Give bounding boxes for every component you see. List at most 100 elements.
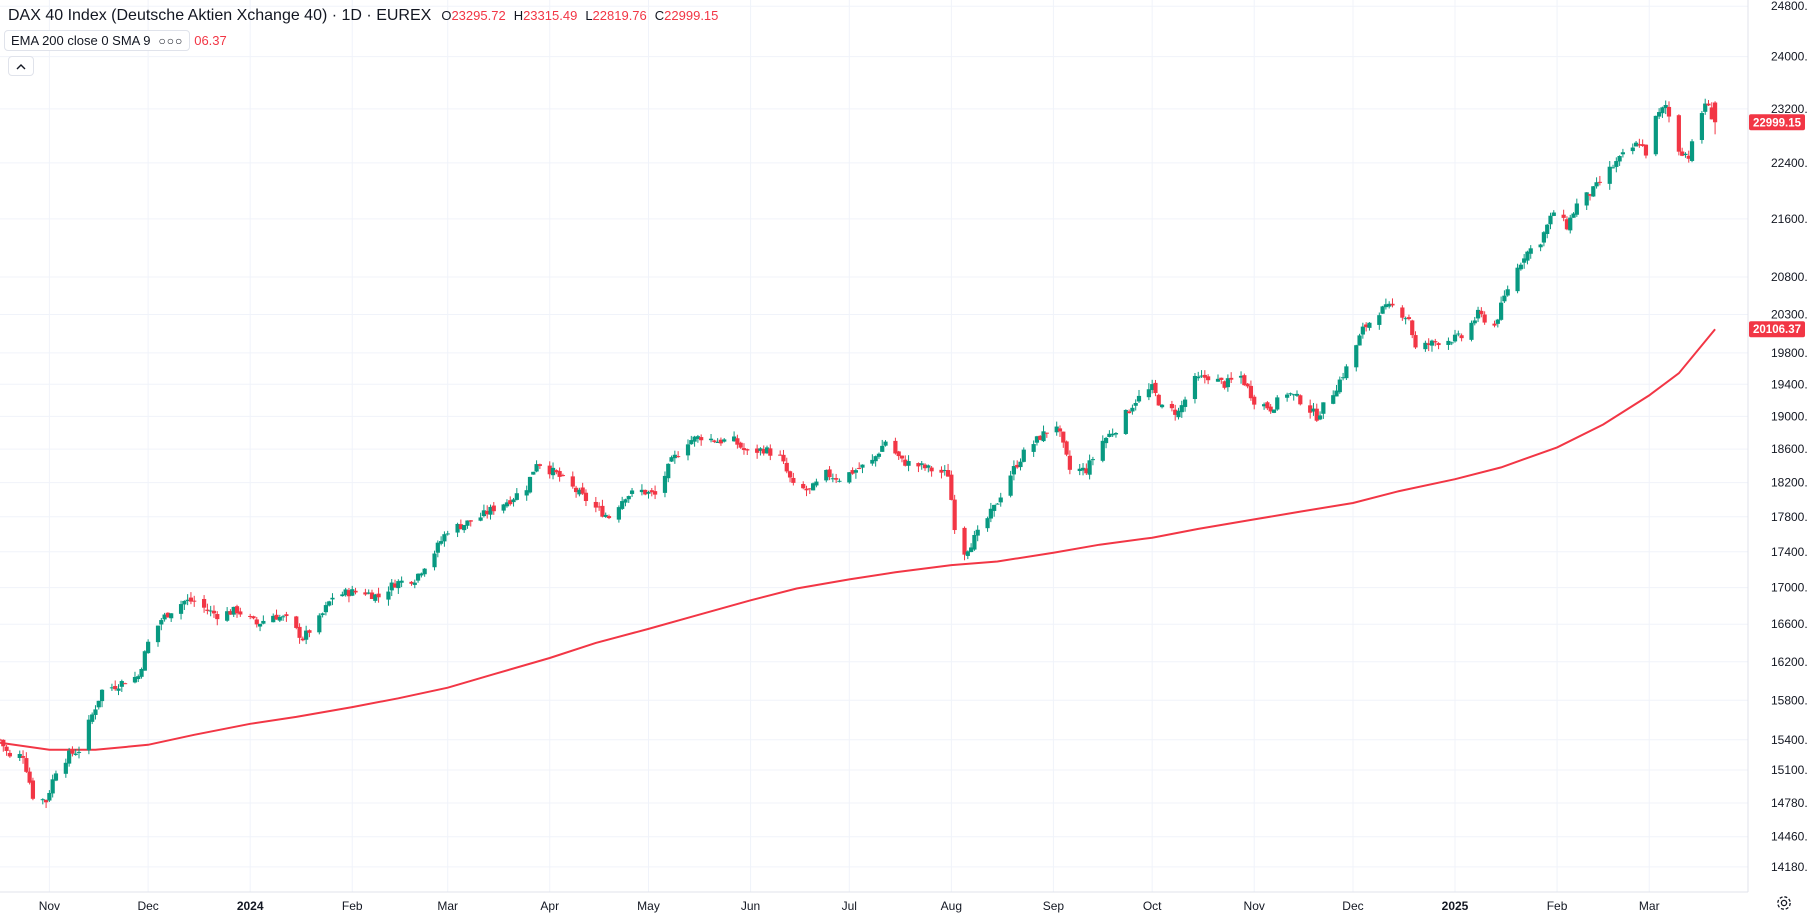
candle-body-down: [857, 467, 862, 469]
candle-body-up: [1130, 407, 1135, 412]
candle-body-up: [159, 620, 164, 625]
symbol-title[interactable]: DAX 40 Index (Deutsche Aktien Xchange 40…: [8, 7, 432, 24]
candle-body-down: [1298, 395, 1303, 405]
candle-body-up: [1340, 377, 1346, 379]
candle-body-up: [1551, 212, 1556, 216]
candle-body-up: [1021, 449, 1026, 462]
y-tick-label: 19000.00: [1771, 409, 1807, 423]
candle-body-up: [435, 542, 440, 553]
candle-body-up: [93, 709, 98, 715]
candle-body-up: [304, 630, 309, 640]
candle-body-up: [1614, 161, 1619, 167]
candle-body-up: [824, 469, 829, 481]
candle-body-down: [781, 454, 786, 462]
candle-body-down: [1680, 151, 1685, 156]
time-axis[interactable]: Nov Dec 2024 Feb Mar Apr May Jun Jul Aug Sep Oct Nov…: [39, 899, 1660, 913]
candle-body-up: [646, 491, 651, 494]
candle-body-up: [926, 465, 931, 468]
high-key: H: [513, 8, 524, 23]
candle-body-up: [1331, 395, 1336, 404]
candle-body-down: [649, 490, 654, 493]
candle-body-up: [373, 594, 378, 601]
candle-body-up: [830, 478, 835, 480]
candle-body-up: [758, 448, 763, 451]
price-axis[interactable]: 24800.00 24000.00 23200.00 22400.00 21600.00…: [1771, 0, 1807, 874]
candle-body-down: [1686, 155, 1691, 159]
candle-body-down: [557, 471, 562, 477]
candle-body-down: [1173, 409, 1178, 415]
candle-body-down: [234, 606, 240, 614]
candle-body-down: [238, 611, 243, 615]
candle-body-up: [178, 604, 184, 614]
candle-body-up: [992, 504, 997, 511]
candle-body-down: [1706, 103, 1711, 106]
y-tick-label: 15800.00: [1771, 693, 1807, 707]
candle-body-down: [1064, 441, 1069, 455]
more-dots-icon[interactable]: ○○○: [158, 33, 184, 48]
candle-body-up: [399, 580, 404, 583]
candle-body-up: [919, 463, 924, 465]
x-tick-label: Nov: [1244, 899, 1265, 913]
candle-body-down: [0, 739, 3, 741]
candle-body-up: [109, 687, 115, 689]
candle-body-down: [24, 758, 29, 772]
candle-body-up: [1469, 322, 1474, 340]
candle-body-down: [409, 581, 414, 584]
candle-body-up: [455, 523, 460, 533]
candle-body-down: [392, 583, 398, 588]
candle-body-up: [1034, 436, 1040, 443]
indicator-pill[interactable]: EMA 200 close 0 SMA 9 ○○○: [4, 30, 191, 51]
candle-body-down: [1364, 324, 1369, 328]
candle-body-up: [1518, 264, 1523, 270]
collapse-legend-button[interactable]: [8, 56, 34, 76]
candle-body-up: [639, 489, 645, 493]
candle-body-up: [1495, 319, 1500, 324]
candle-body-up: [692, 436, 697, 442]
candle-body-down: [1245, 383, 1250, 387]
candle-body-down: [1127, 411, 1132, 414]
candle-body-up: [1528, 248, 1533, 254]
candle-body-up: [1660, 107, 1665, 114]
candle-body-down: [712, 440, 717, 442]
candle-body-up: [1663, 105, 1668, 109]
candle-body-down: [1426, 343, 1431, 346]
open-value: 23295.72: [451, 8, 506, 23]
x-tick-label: Mar: [437, 899, 458, 913]
candle-body-up: [53, 773, 59, 781]
candle-body-up: [442, 534, 447, 542]
candle-body-up: [146, 641, 151, 654]
candle-body-up: [695, 436, 700, 439]
candle-body-up: [860, 464, 865, 468]
candle-body-up: [577, 489, 582, 495]
candle-body-down: [211, 610, 217, 614]
candle-body-up: [504, 502, 510, 507]
candle-body-down: [929, 467, 934, 472]
candle-body-up: [662, 475, 668, 493]
y-tick-label: 17800.00: [1771, 510, 1807, 524]
candle-body-up: [1110, 433, 1115, 436]
price-label-text: 22999.15: [1753, 117, 1802, 129]
candle-body-up: [1080, 467, 1086, 471]
close-key: C: [654, 8, 665, 23]
candle-body-down: [1479, 310, 1484, 315]
candle-body-up: [1150, 384, 1155, 391]
candle-body-up: [90, 714, 95, 722]
candle-body-down: [1061, 431, 1066, 443]
candle-body-down: [205, 609, 210, 611]
candle-body-up: [1176, 410, 1181, 418]
candle-body-up: [1538, 244, 1543, 248]
candle-body-up: [1499, 302, 1504, 320]
candle-body-up: [116, 688, 121, 691]
candle-body-up: [1018, 461, 1023, 468]
y-tick-label: 19400.00: [1771, 377, 1807, 391]
gear-icon[interactable]: [1775, 894, 1793, 912]
candle-body-down: [1676, 115, 1681, 152]
candle-body-down: [554, 470, 559, 473]
x-tick-label: Nov: [39, 899, 60, 913]
indicator-label: EMA 200 close 0 SMA 9: [11, 33, 151, 48]
candle-body-down: [580, 487, 585, 494]
candle-body-up: [1054, 426, 1059, 433]
candle-body-down: [949, 474, 954, 500]
candle-body-up: [995, 503, 1000, 505]
